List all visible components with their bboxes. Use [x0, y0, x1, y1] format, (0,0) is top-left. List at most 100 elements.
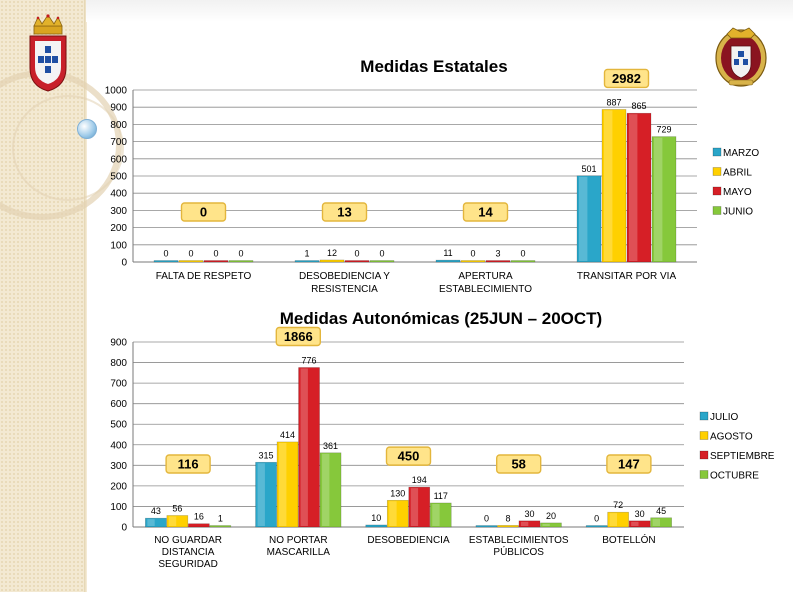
bar-agosto — [386, 499, 409, 528]
category-label: ESTABLECIMIENTO — [439, 284, 532, 295]
legend-label: ABRIL — [723, 168, 752, 179]
data-label: 8 — [505, 513, 510, 523]
total-value: 14 — [478, 205, 493, 220]
chart-1: Medidas Estatales01002003004005006007008… — [105, 57, 760, 295]
bar-highlight — [652, 518, 660, 526]
data-label: 776 — [302, 355, 317, 365]
data-label: 56 — [172, 503, 182, 513]
bar-highlight — [579, 176, 588, 261]
category-label: BOTELLÓN — [602, 533, 655, 546]
total-value: 0 — [200, 205, 207, 220]
legend-swatch — [699, 450, 709, 460]
total-value: 116 — [178, 457, 199, 472]
data-label: 30 — [635, 509, 645, 519]
total-value: 13 — [337, 205, 351, 220]
y-tick-label: 300 — [110, 461, 127, 472]
bar-highlight — [629, 114, 638, 261]
category-label: NO PORTAR — [269, 535, 328, 546]
chart-title: Medidas Autonómicas (25JUN – 20OCT) — [280, 309, 602, 328]
category-label: NO GUARDAR — [154, 535, 222, 546]
bar-agosto — [166, 515, 189, 528]
bar-julio — [145, 517, 167, 528]
chart-title: Medidas Estatales — [360, 57, 507, 76]
category-label: RESISTENCIA — [311, 284, 378, 295]
data-label: 1 — [218, 514, 223, 524]
data-label: 0 — [354, 249, 359, 259]
y-tick-label: 600 — [110, 154, 127, 165]
y-tick-label: 1000 — [105, 86, 128, 97]
data-label: 45 — [656, 506, 666, 516]
bar-highlight — [542, 523, 550, 526]
data-label: 887 — [606, 97, 621, 107]
bar-abril — [178, 260, 204, 263]
bar-highlight — [432, 503, 440, 526]
data-label: 16 — [194, 512, 204, 522]
bar-septiembre — [408, 486, 431, 528]
legend-label: MAYO — [723, 187, 752, 198]
bar-abril — [601, 109, 627, 263]
bar-highlight — [300, 368, 308, 526]
data-label: 315 — [259, 450, 274, 460]
legend-swatch — [699, 411, 709, 421]
legend-label: MARZO — [723, 148, 759, 159]
bar-highlight — [631, 521, 639, 526]
data-label: 30 — [524, 509, 534, 519]
total-badge — [275, 326, 321, 347]
legend-label: SEPTIEMBRE — [710, 451, 775, 462]
y-tick-label: 100 — [110, 240, 127, 251]
bar-septiembre — [188, 523, 210, 528]
decorative-bubble-icon — [77, 119, 97, 139]
y-tick-label: 300 — [110, 206, 127, 217]
bar-julio — [255, 461, 277, 528]
bar-mayo — [203, 260, 229, 263]
category-label: APERTURA — [458, 271, 513, 282]
bar-marzo — [576, 175, 602, 263]
bar-septiembre — [518, 520, 541, 528]
category-label: DESOBEDIENCIA Y — [299, 271, 390, 282]
data-label: 414 — [280, 430, 295, 440]
chart-2: Medidas Autonómicas (25JUN – 20OCT)01002… — [110, 309, 774, 570]
bar-highlight — [147, 519, 155, 526]
data-label: 0 — [379, 249, 384, 259]
data-label: 130 — [390, 488, 405, 498]
bar-septiembre — [298, 367, 320, 528]
total-badge — [606, 454, 652, 474]
bar-highlight — [168, 516, 177, 526]
police-badge-logo — [713, 24, 769, 93]
bar-marzo — [153, 260, 179, 263]
total-badge — [603, 68, 650, 89]
crest-shield-icon — [29, 35, 67, 92]
crest-crown-icon — [33, 14, 63, 35]
legend-label: OCTUBRE — [710, 471, 759, 482]
y-tick-label: 0 — [121, 523, 127, 534]
bar-marzo — [435, 259, 461, 263]
data-label: 11 — [443, 248, 452, 258]
data-label: 0 — [470, 249, 475, 259]
legend-label: JUNIO — [723, 207, 753, 218]
bar-highlight — [520, 521, 529, 526]
bar-octubre — [319, 452, 342, 528]
bar-junio — [651, 136, 677, 263]
data-label: 0 — [188, 249, 193, 259]
legend-label: JULIO — [710, 412, 739, 423]
legend-swatch — [699, 470, 709, 479]
decorative-ring-inner — [12, 95, 124, 201]
category-label: SEGURIDAD — [158, 559, 217, 570]
data-label: 501 — [581, 164, 596, 174]
y-tick-label: 400 — [110, 189, 127, 200]
legend-swatch — [712, 206, 722, 215]
data-label: 194 — [412, 475, 427, 485]
y-tick-label: 400 — [110, 440, 127, 451]
data-label: 3 — [495, 249, 500, 259]
data-label: 361 — [323, 441, 338, 451]
data-label: 1 — [304, 249, 309, 259]
decorative-top-band — [86, 0, 793, 22]
y-tick-label: 500 — [110, 420, 127, 431]
y-tick-label: 800 — [110, 120, 127, 131]
bar-highlight — [257, 463, 265, 526]
y-tick-label: 100 — [110, 502, 127, 513]
legend-label: AGOSTO — [710, 432, 753, 443]
bar-junio — [510, 260, 536, 263]
bar-mayo — [485, 260, 511, 263]
data-label: 0 — [213, 249, 218, 259]
